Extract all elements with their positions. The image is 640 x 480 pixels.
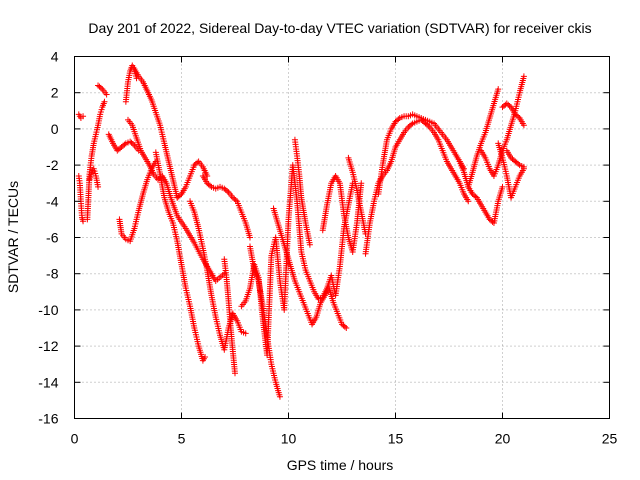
y-tick-label: -8 [46, 266, 59, 282]
data-point [232, 370, 238, 377]
data-point [224, 188, 231, 195]
data-point [515, 160, 522, 167]
data-point [207, 182, 214, 189]
data-point [101, 98, 108, 105]
y-axis-label: SDTVAR / TECUs [5, 181, 21, 293]
data-point [95, 183, 102, 190]
data-point [194, 159, 201, 166]
series-arc-1 [75, 111, 87, 122]
series-arc-5 [95, 82, 110, 98]
data-point [506, 102, 513, 109]
series-arc-13 [187, 198, 249, 353]
data-points [75, 62, 527, 400]
data-point [177, 192, 184, 199]
y-tick-label: -4 [46, 193, 59, 209]
data-point [80, 113, 87, 120]
y-tick-label: -6 [46, 230, 59, 246]
data-point [276, 393, 283, 400]
series-arc-17 [246, 243, 283, 400]
series-arc-14 [199, 172, 253, 241]
data-point [242, 330, 249, 337]
y-tick-label: -12 [38, 338, 58, 354]
series-arc-4 [86, 165, 102, 190]
series-arc-12 [174, 158, 211, 201]
x-tick-label: 0 [71, 431, 79, 447]
series-arc-15 [221, 256, 238, 377]
data-point [520, 122, 527, 129]
y-tick-label: 2 [51, 85, 59, 101]
data-point [129, 140, 136, 147]
series-arc-25 [465, 86, 502, 190]
data-point [408, 121, 415, 128]
x-tick-label: 10 [281, 431, 297, 447]
data-point [306, 241, 313, 248]
series-arc-29 [503, 147, 527, 170]
series-arc-19 [291, 136, 313, 248]
data-point [425, 122, 432, 129]
series-arc-23 [375, 111, 467, 198]
series-arc-2 [75, 172, 87, 225]
data-point [80, 218, 87, 225]
data-point [515, 113, 522, 120]
y-tick-label: -2 [46, 157, 59, 173]
data-point [97, 84, 104, 91]
data-point [520, 163, 527, 170]
data-point [343, 325, 350, 331]
data-point [121, 141, 128, 148]
series-arc-11 [152, 149, 209, 364]
data-point [103, 91, 110, 98]
data-point [465, 198, 472, 205]
series-arc-18 [270, 205, 350, 331]
data-point [472, 193, 479, 200]
data-point [202, 353, 209, 360]
y-tick-label: -14 [38, 374, 58, 390]
data-point [499, 183, 506, 190]
series-arc-3 [84, 98, 108, 223]
series-arc-28 [495, 140, 527, 201]
chart-title: Day 201 of 2022, Sidereal Day-to-day VTE… [88, 20, 591, 36]
x-tick-label: 15 [388, 431, 404, 447]
x-tick-label: 5 [178, 431, 186, 447]
x-tick-label: 20 [495, 431, 511, 447]
y-tick-label: 4 [51, 49, 59, 65]
x-axis-label: GPS time / hours [287, 457, 394, 473]
data-point [341, 323, 348, 330]
data-point [395, 116, 402, 123]
data-point [495, 86, 502, 93]
y-tick-label: 0 [51, 121, 59, 137]
y-tick-label: -10 [38, 302, 58, 318]
data-point [246, 234, 253, 241]
x-tick-label: 25 [602, 431, 618, 447]
data-point [232, 197, 239, 204]
series-arc-9 [131, 66, 181, 201]
data-point [520, 73, 527, 80]
series-arc-24 [456, 158, 506, 227]
series-arc-7 [116, 158, 159, 245]
y-tick-label: -16 [38, 411, 58, 427]
data-point [358, 180, 365, 187]
series-arc-27 [499, 100, 527, 129]
